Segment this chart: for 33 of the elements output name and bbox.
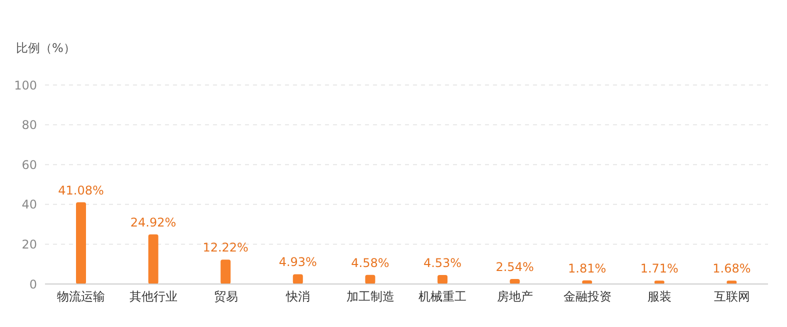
data-label: 4.93% xyxy=(278,255,317,270)
x-tick-label: 金融投资 xyxy=(563,290,612,304)
data-label: 24.92% xyxy=(130,215,176,230)
bar xyxy=(148,234,158,284)
y-tick-label: 40 xyxy=(22,198,37,212)
x-tick-label: 房地产 xyxy=(496,290,533,304)
y-tick-label: 0 xyxy=(29,277,37,292)
data-label: 41.08% xyxy=(58,183,104,198)
data-label: 2.54% xyxy=(496,260,534,274)
bar xyxy=(365,274,376,284)
y-tick-label: 20 xyxy=(22,237,37,252)
x-tick-label: 机械重工 xyxy=(418,290,467,304)
data-label: 4.58% xyxy=(351,256,390,270)
x-tick-label: 快消 xyxy=(285,290,310,304)
data-label: 4.53% xyxy=(423,256,462,270)
x-tick-label: 服装 xyxy=(648,290,672,304)
x-tick-label: 加工制造 xyxy=(346,290,394,304)
bar xyxy=(292,274,303,284)
y-tick-label: 100 xyxy=(14,78,37,92)
data-label: 12.22% xyxy=(202,240,248,255)
y-tick-label: 60 xyxy=(22,158,37,172)
data-label: 1.71% xyxy=(640,262,678,276)
y-axis-title: 比例（%） xyxy=(16,40,76,57)
x-tick-label: 互联网 xyxy=(714,290,750,304)
y-tick-label: 80 xyxy=(22,118,37,132)
bar xyxy=(220,260,231,284)
x-tick-label: 贸易 xyxy=(214,290,238,304)
x-tick-label: 其他行业 xyxy=(129,290,178,304)
bar xyxy=(76,202,86,284)
data-label: 1.81% xyxy=(568,261,606,276)
bar xyxy=(438,274,448,284)
x-tick-label: 物流运输 xyxy=(57,290,106,304)
data-label: 1.68% xyxy=(712,262,751,276)
